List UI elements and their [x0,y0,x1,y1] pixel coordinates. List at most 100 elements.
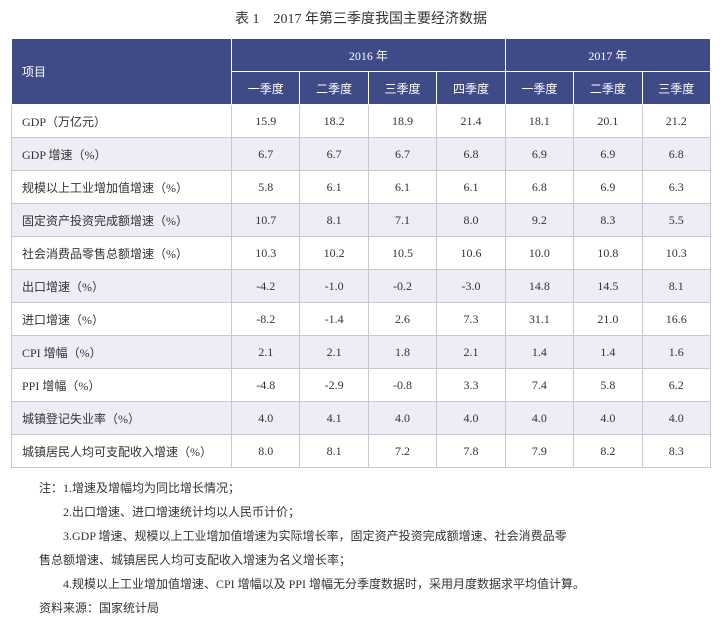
table-row: CPI 增幅（%）2.12.11.82.11.41.41.6 [12,336,711,369]
cell-value: -1.0 [300,270,368,303]
cell-value: 18.1 [505,105,573,138]
footnote-line: 3.GDP 增速、规模以上工业增加值增速为实际增长率，固定资产投资完成额增速、社… [39,524,711,548]
cell-value: -2.9 [300,369,368,402]
cell-value: 6.2 [642,369,710,402]
cell-value: 8.1 [300,435,368,468]
cell-value: 6.1 [437,171,505,204]
cell-value: 5.8 [232,171,300,204]
row-label: 城镇登记失业率（%） [12,402,232,435]
cell-value: 4.0 [437,402,505,435]
header-quarter: 二季度 [300,72,368,105]
cell-value: 9.2 [505,204,573,237]
header-year-2016: 2016 年 [232,39,506,72]
table-row: 规模以上工业增加值增速（%）5.86.16.16.16.86.96.3 [12,171,711,204]
cell-value: 5.5 [642,204,710,237]
cell-value: 18.2 [300,105,368,138]
row-label: 固定资产投资完成额增速（%） [12,204,232,237]
cell-value: -0.2 [368,270,436,303]
cell-value: 4.0 [574,402,642,435]
cell-value: 10.0 [505,237,573,270]
cell-value: 7.8 [437,435,505,468]
cell-value: 2.1 [437,336,505,369]
row-label: 出口增速（%） [12,270,232,303]
cell-value: 6.8 [642,138,710,171]
cell-value: 10.5 [368,237,436,270]
header-quarter: 一季度 [232,72,300,105]
cell-value: 8.3 [642,435,710,468]
table-row: 出口增速（%）-4.2-1.0-0.2-3.014.814.58.1 [12,270,711,303]
table-body: GDP（万亿元）15.918.218.921.418.120.121.2 GDP … [12,105,711,468]
cell-value: 10.2 [300,237,368,270]
footnote-line: 2.出口增速、进口增速统计均以人民币计价； [39,500,711,524]
cell-value: 6.3 [642,171,710,204]
header-quarter: 二季度 [574,72,642,105]
row-label: CPI 增幅（%） [12,336,232,369]
cell-value: 18.9 [368,105,436,138]
cell-value: 1.4 [574,336,642,369]
table-title: 表 1 2017 年第三季度我国主要经济数据 [0,0,722,38]
cell-value: 14.8 [505,270,573,303]
cell-value: -4.2 [232,270,300,303]
cell-value: 7.2 [368,435,436,468]
cell-value: 15.9 [232,105,300,138]
economic-data-table: 项目 2016 年 2017 年 一季度二季度三季度四季度一季度二季度三季度 G… [11,38,711,468]
cell-value: 10.3 [642,237,710,270]
cell-value: 4.0 [232,402,300,435]
cell-value: 1.8 [368,336,436,369]
table-row: 固定资产投资完成额增速（%）10.78.17.18.09.28.35.5 [12,204,711,237]
cell-value: 21.4 [437,105,505,138]
cell-value: 8.3 [574,204,642,237]
footnote-line: 售总额增速、城镇居民人均可支配收入增速为名义增长率； [39,548,711,572]
cell-value: 2.6 [368,303,436,336]
cell-value: 8.0 [437,204,505,237]
cell-value: -0.8 [368,369,436,402]
cell-value: 2.1 [300,336,368,369]
cell-value: 8.0 [232,435,300,468]
row-label: PPI 增幅（%） [12,369,232,402]
header-item-label: 项目 [12,39,232,105]
cell-value: 10.3 [232,237,300,270]
table-row: 城镇居民人均可支配收入增速（%）8.08.17.27.87.98.28.3 [12,435,711,468]
cell-value: 4.0 [505,402,573,435]
cell-value: 14.5 [574,270,642,303]
cell-value: 6.7 [368,138,436,171]
cell-value: 5.8 [574,369,642,402]
cell-value: 7.3 [437,303,505,336]
table-row: GDP 增速（%）6.76.76.76.86.96.96.8 [12,138,711,171]
cell-value: 8.2 [574,435,642,468]
row-label: 社会消费品零售总额增速（%） [12,237,232,270]
cell-value: 6.9 [574,171,642,204]
cell-value: 7.1 [368,204,436,237]
row-label: GDP 增速（%） [12,138,232,171]
header-quarter: 四季度 [437,72,505,105]
cell-value: 2.1 [232,336,300,369]
cell-value: 6.9 [505,138,573,171]
cell-value: -4.8 [232,369,300,402]
cell-value: 4.1 [300,402,368,435]
cell-value: 31.1 [505,303,573,336]
cell-value: 10.6 [437,237,505,270]
cell-value: 4.0 [642,402,710,435]
cell-value: 20.1 [574,105,642,138]
footnote-line: 4.规模以上工业增加值增速、CPI 增幅以及 PPI 增幅无分季度数据时，采用月… [39,572,711,596]
table-row: 社会消费品零售总额增速（%）10.310.210.510.610.010.810… [12,237,711,270]
cell-value: 6.1 [368,171,436,204]
cell-value: 6.7 [300,138,368,171]
cell-value: 16.6 [642,303,710,336]
table-row: 城镇登记失业率（%）4.04.14.04.04.04.04.0 [12,402,711,435]
header-quarter: 三季度 [642,72,710,105]
cell-value: 6.8 [437,138,505,171]
footnote-line: 注：1.增速及增幅均为同比增长情况； [39,476,711,500]
row-label: GDP（万亿元） [12,105,232,138]
cell-value: -3.0 [437,270,505,303]
cell-value: 21.0 [574,303,642,336]
cell-value: 8.1 [300,204,368,237]
table-row: PPI 增幅（%）-4.8-2.9-0.83.37.45.86.2 [12,369,711,402]
cell-value: 6.9 [574,138,642,171]
cell-value: 21.2 [642,105,710,138]
cell-value: -1.4 [300,303,368,336]
row-label: 城镇居民人均可支配收入增速（%） [12,435,232,468]
cell-value: 6.1 [300,171,368,204]
cell-value: 10.7 [232,204,300,237]
table-header: 项目 2016 年 2017 年 一季度二季度三季度四季度一季度二季度三季度 [12,39,711,105]
